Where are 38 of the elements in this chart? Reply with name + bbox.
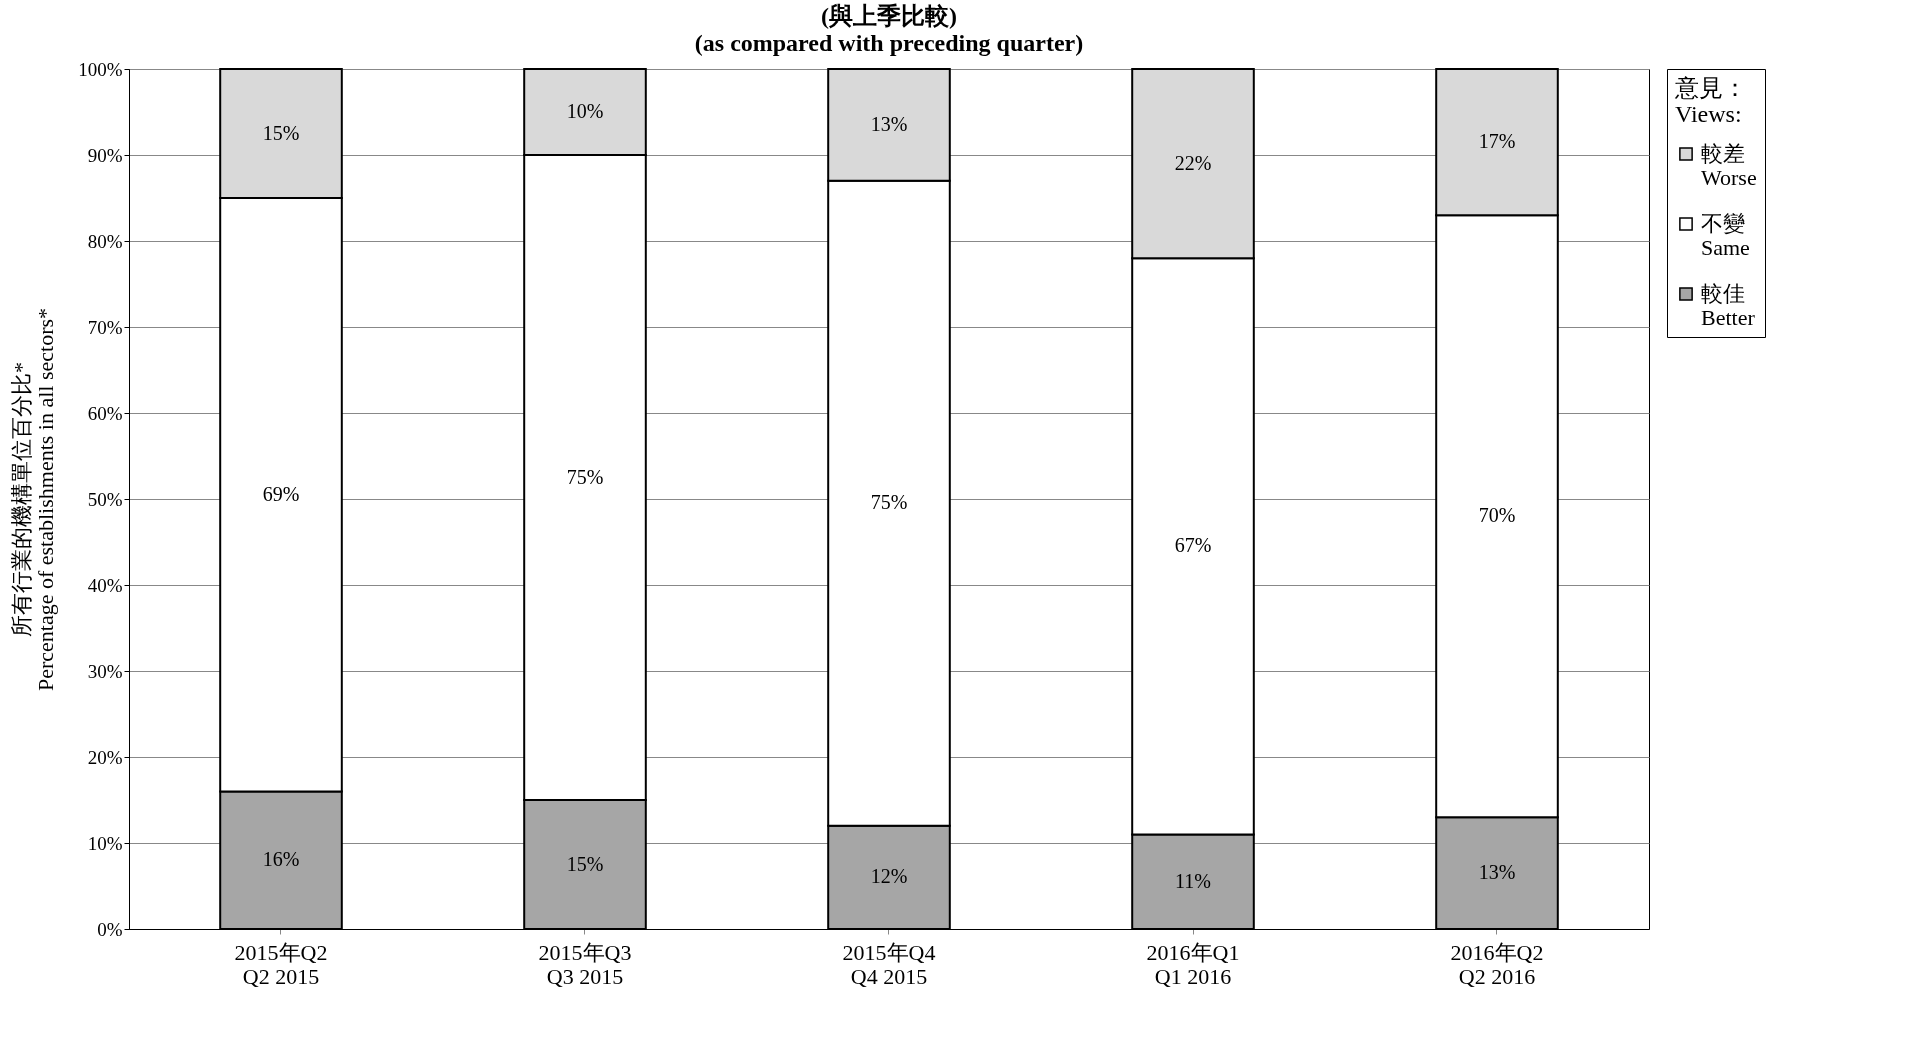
y-tick-label: 80% xyxy=(87,230,123,252)
x-tick-label: 2016年Q2 Q2 2016 xyxy=(1450,939,1544,989)
y-tick-label: 40% xyxy=(87,574,123,596)
y-tick-label: 20% xyxy=(87,746,123,768)
data-label: 75% xyxy=(870,491,908,514)
x-tick-label: 2015年Q3 Q3 2015 xyxy=(538,939,632,989)
data-label: 15% xyxy=(262,121,300,144)
y-axis-title: 所有行業的機構單位百分比* Percentage of establishments in all sectors* xyxy=(9,307,59,692)
data-label: 17% xyxy=(1478,130,1516,153)
data-label: 13% xyxy=(870,112,908,135)
y-tick-label: 100% xyxy=(78,58,123,80)
y-tick-label: 50% xyxy=(87,488,123,510)
y-tick-label: 10% xyxy=(87,832,123,854)
data-label: 13% xyxy=(1478,861,1516,884)
y-tick-label: 70% xyxy=(87,316,123,338)
chart-subtitle: (as compared with preceding quarter) xyxy=(694,30,1084,56)
data-label: 16% xyxy=(262,848,300,871)
legend-label: 較佳 Better xyxy=(1701,281,1756,330)
y-tick-label: 90% xyxy=(87,144,123,166)
data-label: 11% xyxy=(1175,869,1211,892)
x-tick-label: 2016年Q1 Q1 2016 xyxy=(1146,939,1240,989)
legend-label: 不變 Same xyxy=(1701,211,1750,260)
data-label: 75% xyxy=(566,465,604,488)
x-tick-label: 2015年Q2 Q2 2015 xyxy=(234,939,328,989)
data-label: 10% xyxy=(566,100,604,122)
y-tick-label: 0% xyxy=(97,918,123,940)
legend-label: 較差 Worse xyxy=(1701,141,1757,190)
y-tick-label: 30% xyxy=(87,660,123,682)
x-tick-label: 2015年Q4 Q4 2015 xyxy=(842,939,936,989)
data-label: 70% xyxy=(1478,504,1516,527)
data-label: 67% xyxy=(1174,534,1212,557)
chart-title: (與上季比較) xyxy=(821,3,957,29)
legend-title: 意見： Views: xyxy=(1674,75,1747,127)
data-label: 15% xyxy=(566,852,604,875)
data-label: 22% xyxy=(1174,151,1212,174)
data-label: 69% xyxy=(262,482,300,505)
data-label: 12% xyxy=(870,865,908,888)
y-tick-label: 60% xyxy=(87,402,123,424)
